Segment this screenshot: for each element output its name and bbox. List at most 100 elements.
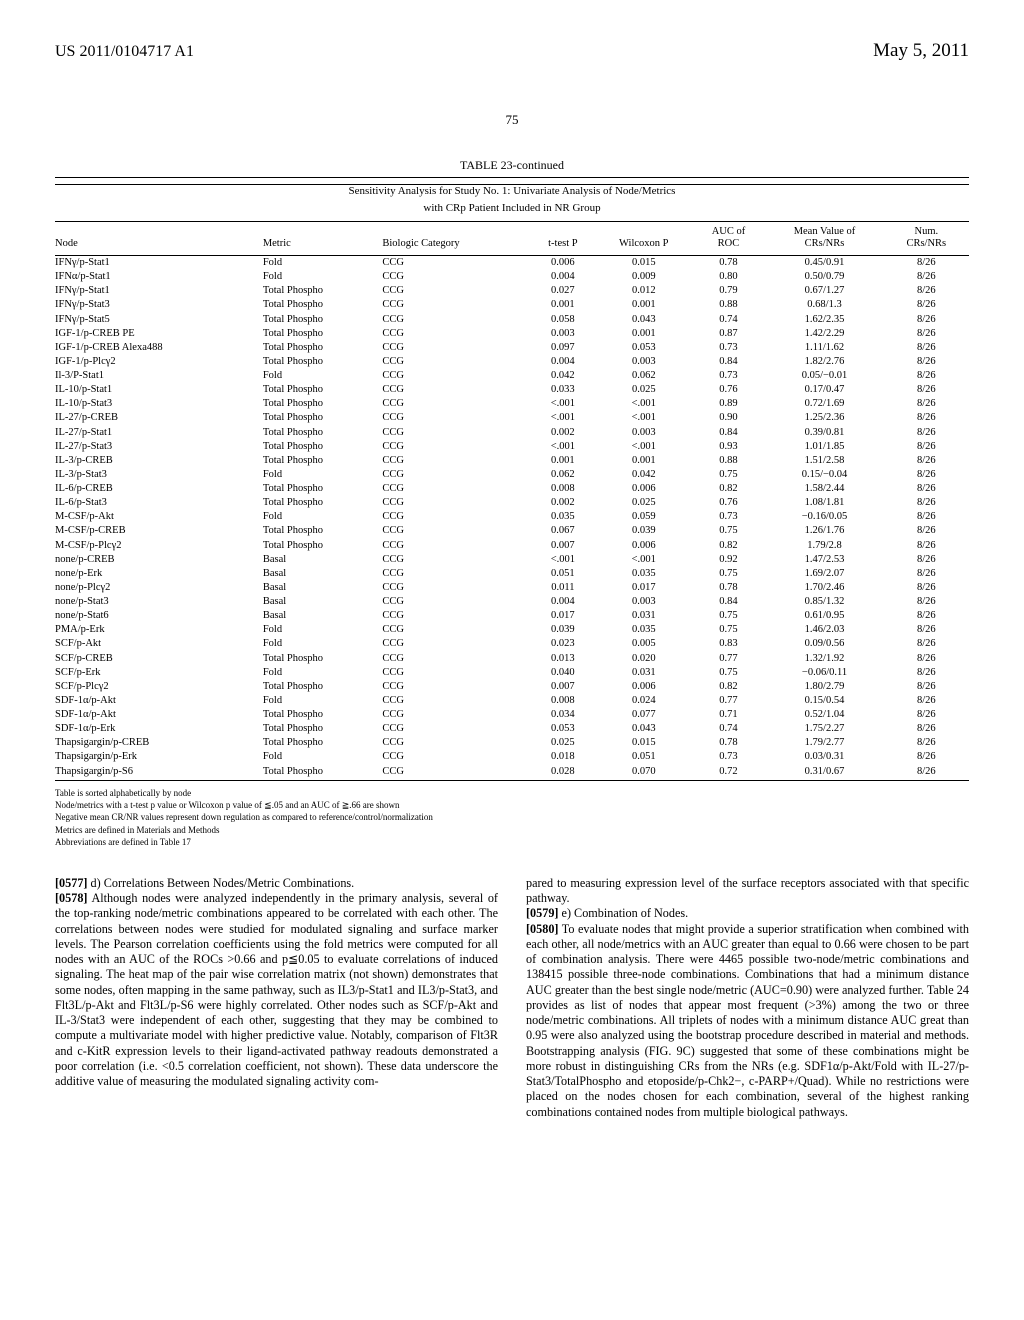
table-cell: 0.011 <box>534 580 596 594</box>
table-cell: 0.062 <box>534 467 596 481</box>
table-cell: CCG <box>382 595 533 609</box>
table-row: none/p-Stat3BasalCCG0.0040.0030.840.85/1… <box>55 595 969 609</box>
table-cell: <.001 <box>596 439 696 453</box>
table-cell: 0.013 <box>534 651 596 665</box>
table-row: IL-6/p-Stat3Total PhosphoCCG0.0020.0250.… <box>55 496 969 510</box>
table-cell: 8/26 <box>888 467 969 481</box>
table-cell: 0.012 <box>596 284 696 298</box>
table-cell: 8/26 <box>888 722 969 736</box>
table-cell: Fold <box>263 693 383 707</box>
table-cell: 0.015 <box>596 736 696 750</box>
table-cell: 0.39/0.81 <box>765 425 887 439</box>
table-cell: CCG <box>382 736 533 750</box>
table-cell: 0.051 <box>534 566 596 580</box>
table-cell: none/p-Stat6 <box>55 609 263 623</box>
table-cell: 0.058 <box>534 312 596 326</box>
table-row: IL-3/p-CREBTotal PhosphoCCG0.0010.0010.8… <box>55 453 969 467</box>
table-cell: 8/26 <box>888 693 969 707</box>
table-cell: Total Phospho <box>263 439 383 453</box>
table-cell: 0.72/1.69 <box>765 397 887 411</box>
para-text: Although nodes were analyzed independent… <box>55 891 498 1088</box>
table-cell: CCG <box>382 369 533 383</box>
para-text: To evaluate nodes that might provide a s… <box>526 922 969 1119</box>
table-cell: 8/26 <box>888 595 969 609</box>
table-cell: Fold <box>263 637 383 651</box>
table-row: IGF-1/p-Plcγ2Total PhosphoCCG0.0040.0030… <box>55 354 969 368</box>
table-cell: 0.15/0.54 <box>765 693 887 707</box>
table-cell: Total Phospho <box>263 284 383 298</box>
table-cell: 8/26 <box>888 679 969 693</box>
table-cell: CCG <box>382 566 533 580</box>
table-cell: CCG <box>382 708 533 722</box>
table-cell: SDF-1α/p-Akt <box>55 708 263 722</box>
table-cell: 0.73 <box>696 340 766 354</box>
table-row: IFNγ/p-Stat3Total PhosphoCCG0.0010.0010.… <box>55 298 969 312</box>
table-cell: CCG <box>382 750 533 764</box>
table-cell: CCG <box>382 453 533 467</box>
table-cell: 1.79/2.77 <box>765 736 887 750</box>
table-cell: 0.45/0.91 <box>765 255 887 270</box>
table-cell: 0.93 <box>696 439 766 453</box>
table-cell: CCG <box>382 383 533 397</box>
table-cell: none/p-Erk <box>55 566 263 580</box>
table-cell: 8/26 <box>888 354 969 368</box>
table-cell: 8/26 <box>888 651 969 665</box>
table-cell: 1.75/2.27 <box>765 722 887 736</box>
table-cell: 0.15/−0.04 <box>765 467 887 481</box>
table-cell: 0.008 <box>534 693 596 707</box>
table-cell: M-CSF/p-Akt <box>55 510 263 524</box>
table-cell: 1.51/2.58 <box>765 453 887 467</box>
table-cell: CCG <box>382 764 533 778</box>
table-row: IL-10/p-Stat3Total PhosphoCCG<.001<.0010… <box>55 397 969 411</box>
table-note-line: Negative mean CR/NR values represent dow… <box>55 811 969 823</box>
table-cell: 0.75 <box>696 524 766 538</box>
table-cell: IL-27/p-Stat3 <box>55 439 263 453</box>
table-row: PMA/p-ErkFoldCCG0.0390.0350.751.46/2.038… <box>55 623 969 637</box>
table-cell: 0.88 <box>696 298 766 312</box>
table-cell: none/p-Stat3 <box>55 595 263 609</box>
table-note-line: Abbreviations are defined in Table 17 <box>55 836 969 848</box>
table-cell: 1.79/2.8 <box>765 538 887 552</box>
table-cell: 1.32/1.92 <box>765 651 887 665</box>
table-cell: 8/26 <box>888 538 969 552</box>
table-note-line: Table is sorted alphabetically by node <box>55 787 969 799</box>
page-header: US 2011/0104717 A1 May 5, 2011 <box>55 40 969 62</box>
table-cell: 8/26 <box>888 524 969 538</box>
para-0578: [0578] Although nodes were analyzed inde… <box>55 891 498 1089</box>
table-cell: CCG <box>382 693 533 707</box>
table-cell: Thapsigargin/p-Erk <box>55 750 263 764</box>
table-cell: IL-6/p-Stat3 <box>55 496 263 510</box>
table-cell: IL-10/p-Stat3 <box>55 397 263 411</box>
table-row: IL-3/p-Stat3FoldCCG0.0620.0420.750.15/−0… <box>55 467 969 481</box>
table-cell: CCG <box>382 496 533 510</box>
table-cell: 0.84 <box>696 354 766 368</box>
table-cell: 0.82 <box>696 482 766 496</box>
table-cell: SCF/p-CREB <box>55 651 263 665</box>
table-cell: Total Phospho <box>263 679 383 693</box>
table-cell: 0.053 <box>596 340 696 354</box>
table-cell: IL-3/p-Stat3 <box>55 467 263 481</box>
table-cell: 0.09/0.56 <box>765 637 887 651</box>
table-cell: 0.74 <box>696 312 766 326</box>
table-cell: 0.059 <box>596 510 696 524</box>
table-cell: Total Phospho <box>263 524 383 538</box>
table-cell: IFNγ/p-Stat1 <box>55 284 263 298</box>
table-cell: SCF/p-Erk <box>55 665 263 679</box>
table-subtitle-2: with CRp Patient Included in NR Group <box>55 202 969 215</box>
table-cell: IGF-1/p-CREB PE <box>55 326 263 340</box>
table-cell: 0.17/0.47 <box>765 383 887 397</box>
table-cell: IL-10/p-Stat1 <box>55 383 263 397</box>
table-cell: 0.001 <box>534 298 596 312</box>
table-cell: 8/26 <box>888 383 969 397</box>
table-row: IL-27/p-CREBTotal PhosphoCCG<.001<.0010.… <box>55 411 969 425</box>
table-cell: 8/26 <box>888 623 969 637</box>
table-cell: 0.80 <box>696 270 766 284</box>
table-cell: Total Phospho <box>263 453 383 467</box>
table-cell: <.001 <box>596 552 696 566</box>
table-cell: M-CSF/p-CREB <box>55 524 263 538</box>
table-cell: 0.001 <box>596 298 696 312</box>
table-cell: 0.72 <box>696 764 766 778</box>
table-cell: 8/26 <box>888 312 969 326</box>
col-auc: AUC ofROC <box>696 222 766 255</box>
col-mean: Mean Value ofCRs/NRs <box>765 222 887 255</box>
